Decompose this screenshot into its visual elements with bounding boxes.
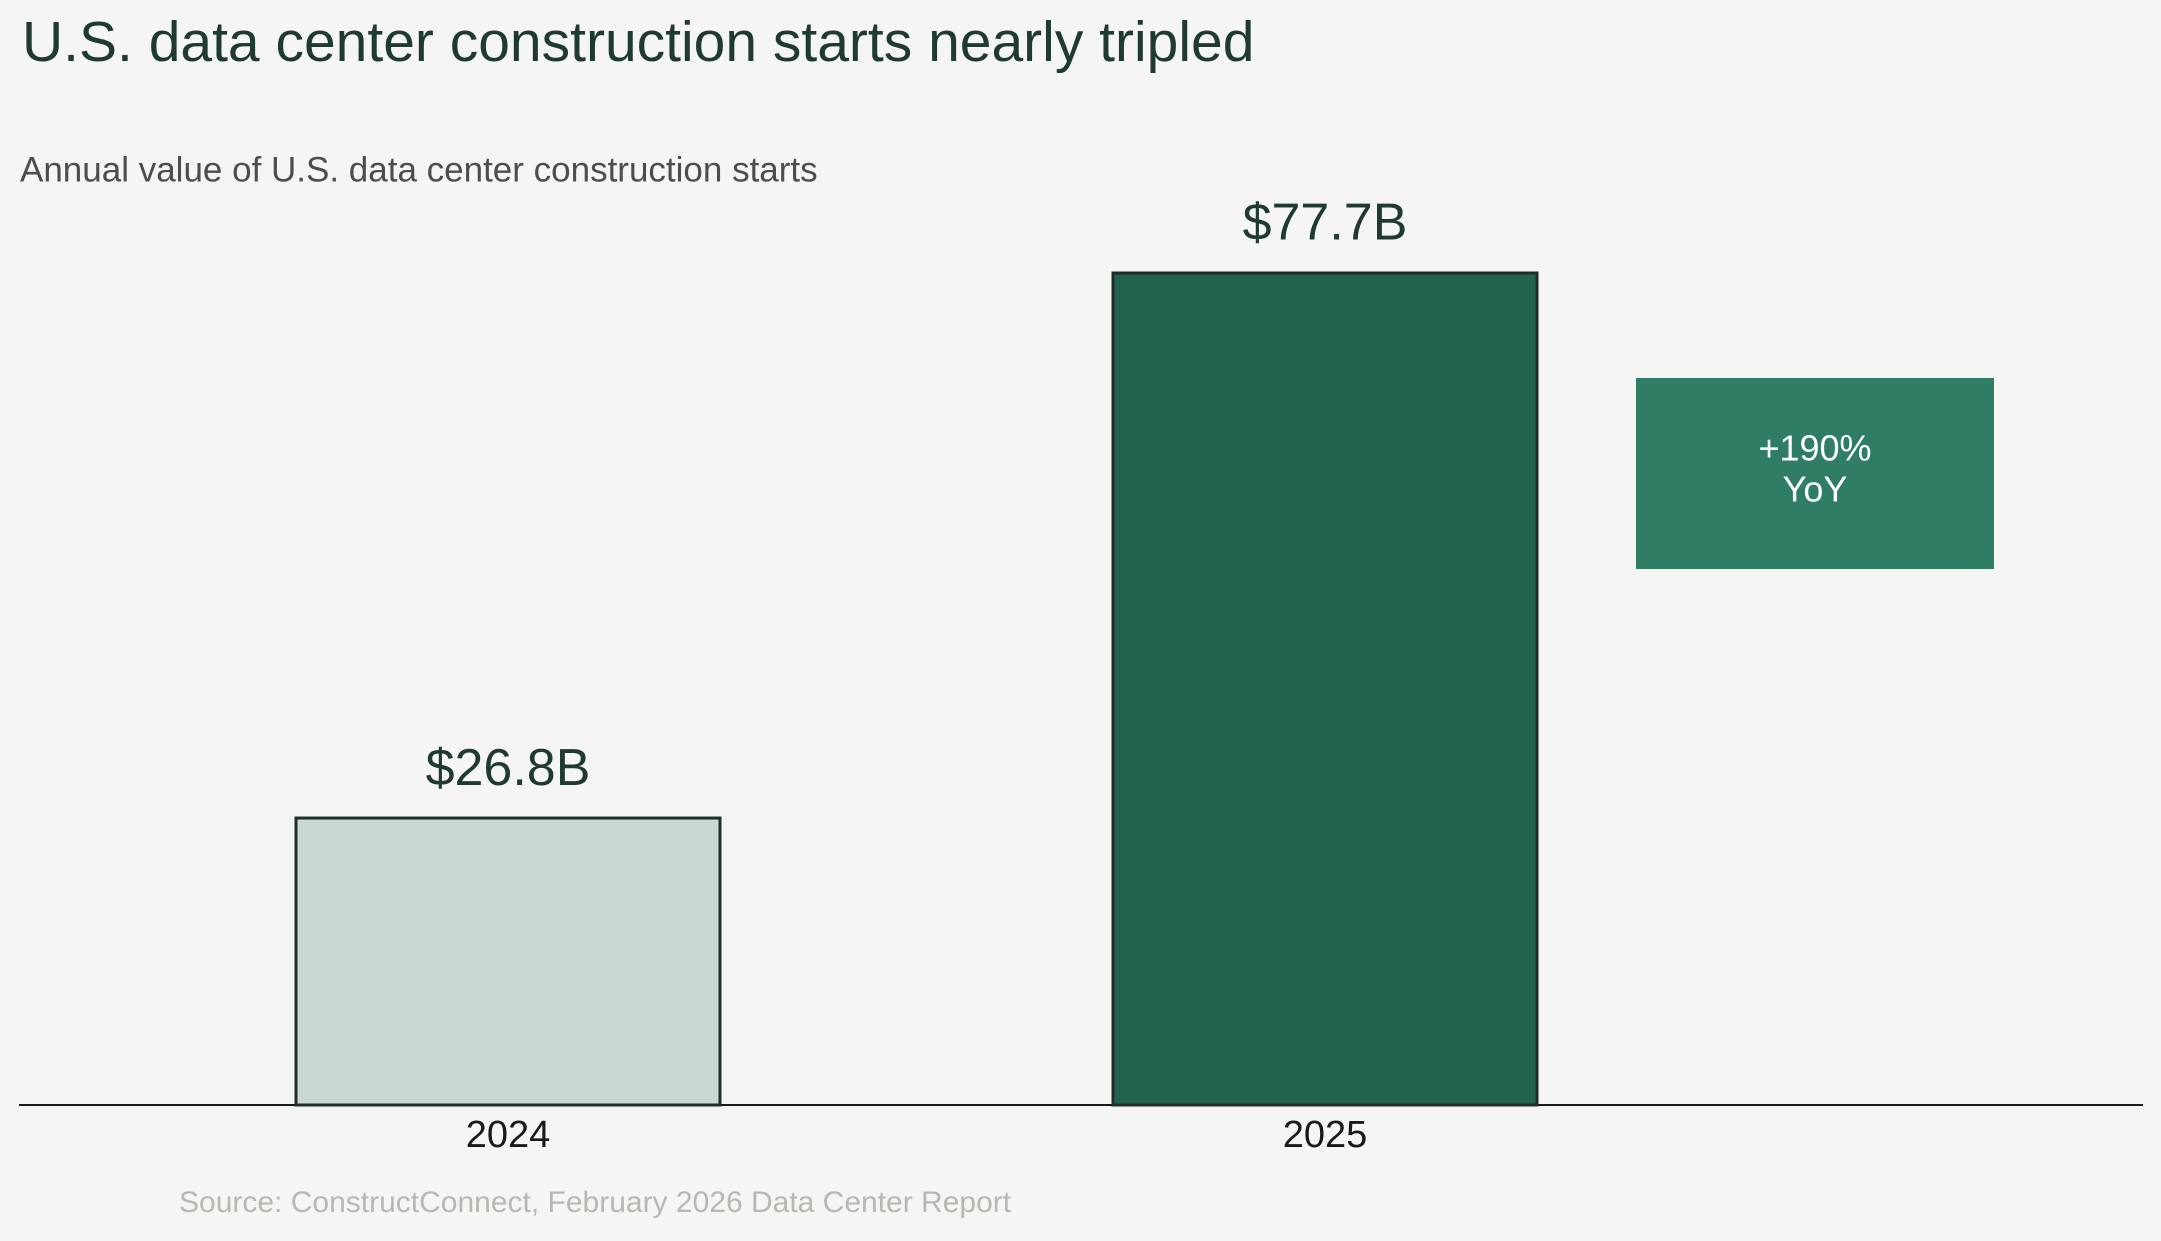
annotation-text: +190% [1758, 428, 1871, 469]
chart-title: U.S. data center construction starts nea… [22, 10, 1254, 74]
bar [294, 816, 722, 1107]
x-tick-label: 2025 [1283, 1114, 1368, 1156]
source-note: Source: ConstructConnect, February 2026 … [179, 1186, 1012, 1219]
value-label: $77.7B [1243, 194, 1408, 252]
annotation-text: YoY [1783, 469, 1848, 510]
value-label: $26.8B [426, 739, 591, 797]
chart-subtitle: Annual value of U.S. data center constru… [20, 150, 818, 189]
bar [1111, 271, 1539, 1107]
x-tick-label: 2024 [466, 1114, 551, 1156]
annotation-box [1636, 378, 1994, 569]
